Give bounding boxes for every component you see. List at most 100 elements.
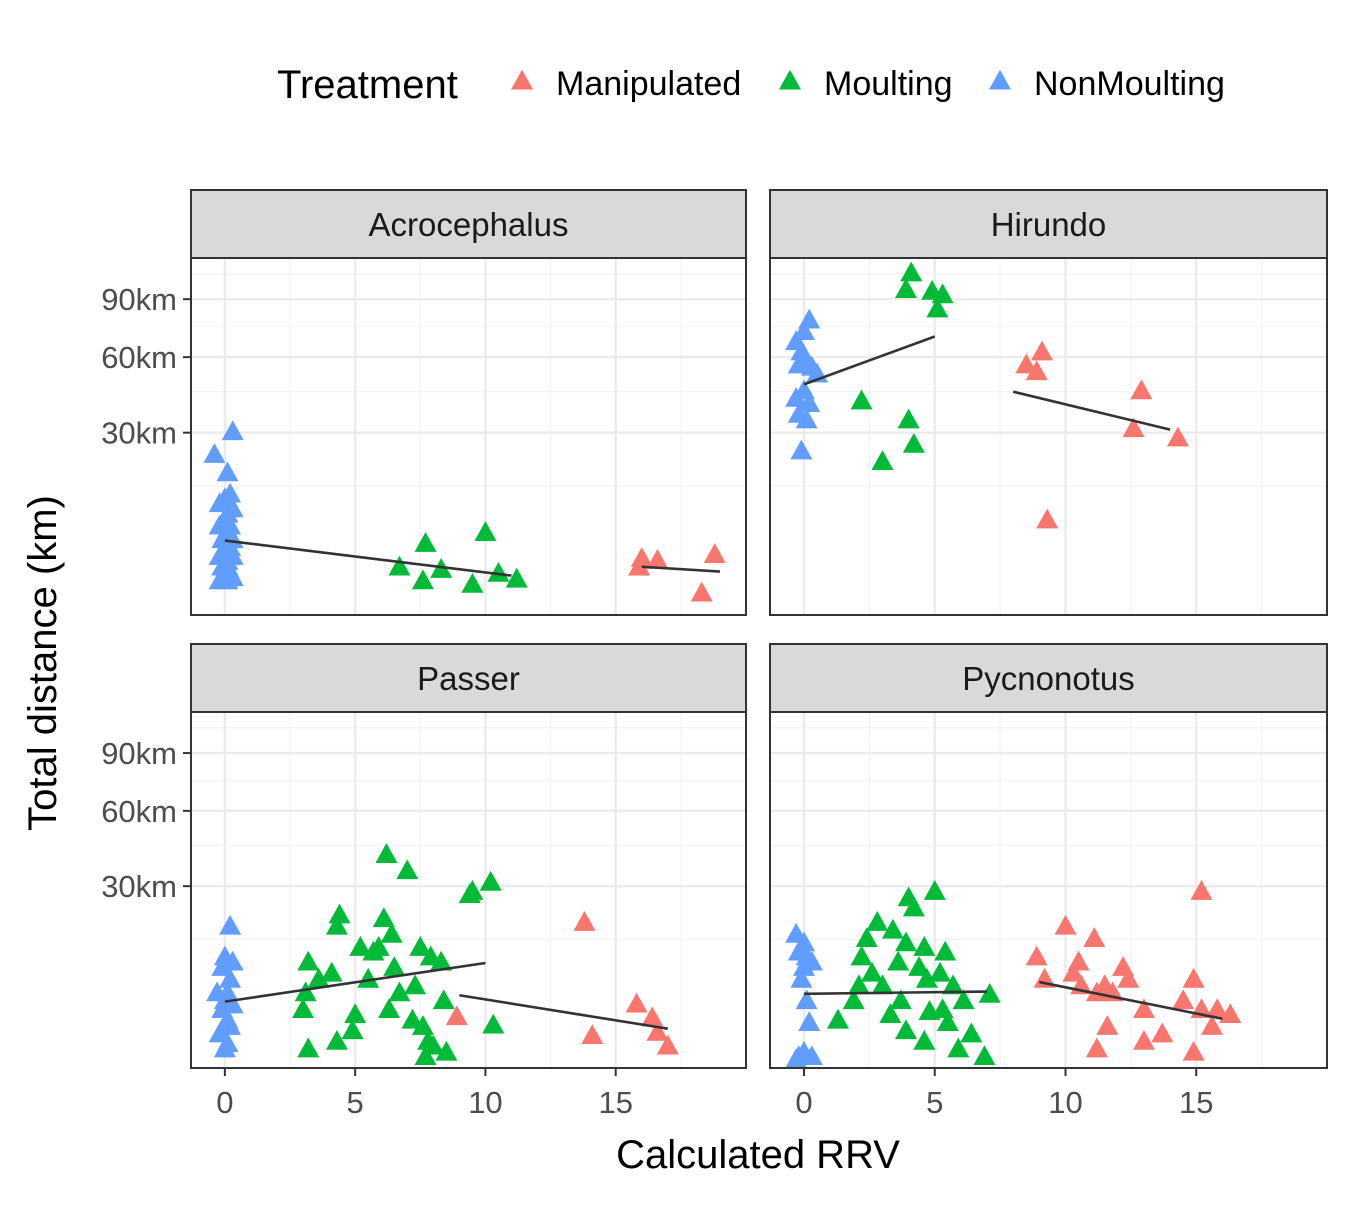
point-moulting — [887, 950, 910, 971]
legend-title: Treatment — [277, 63, 458, 107]
facet-strip — [190, 643, 747, 713]
trend-line — [803, 990, 988, 996]
point-manipulated — [1132, 1030, 1155, 1050]
point-moulting — [942, 974, 965, 995]
panel-background — [191, 258, 746, 615]
legend-key-triangle-icon — [511, 69, 533, 90]
panel-background — [770, 258, 1327, 615]
point-nonmoulting — [216, 550, 239, 570]
point-moulting — [842, 989, 865, 1010]
point-moulting — [357, 967, 380, 988]
facet-strip-label: Acrocephalus — [369, 206, 569, 243]
point-moulting — [847, 974, 870, 995]
point-moulting — [482, 1013, 505, 1034]
facet-strip-label: Passer — [417, 660, 520, 697]
point-moulting — [855, 927, 878, 947]
point-manipulated — [1166, 426, 1189, 447]
point-moulting — [401, 1008, 424, 1029]
panel-border — [190, 711, 747, 1069]
point-manipulated — [690, 581, 713, 602]
point-moulting — [297, 1037, 320, 1058]
point-manipulated — [1036, 508, 1059, 529]
data-points — [785, 261, 1189, 529]
legend-item-label: Moulting — [824, 65, 953, 103]
point-nonmoulting — [798, 392, 821, 412]
legend: Treatment Manipulated Moulting NonMoulting — [277, 63, 1225, 107]
legend-item-label: Manipulated — [556, 65, 741, 103]
point-moulting — [879, 1003, 902, 1024]
point-manipulated — [1130, 379, 1153, 400]
point-moulting — [960, 1022, 983, 1043]
point-moulting — [479, 870, 502, 891]
point-moulting — [866, 911, 889, 931]
point-moulting — [908, 956, 931, 976]
trend-lines — [803, 335, 1171, 431]
point-moulting — [487, 561, 510, 582]
point-nonmoulting — [785, 1048, 808, 1069]
y-tick-label: 30km — [101, 416, 177, 451]
point-moulting — [380, 922, 403, 943]
x-axis: 0 5 10 15 — [216, 1068, 633, 1120]
point-nonmoulting — [800, 1045, 823, 1066]
point-manipulated — [1182, 1040, 1205, 1061]
point-moulting — [973, 1045, 996, 1066]
point-moulting — [325, 914, 348, 935]
point-moulting — [826, 1008, 849, 1029]
legend-item-manipulated: Manipulated — [511, 65, 741, 103]
point-moulting — [435, 1040, 458, 1061]
x-tick-label: 5 — [347, 1085, 364, 1120]
y-axis: 30km 60km 90km — [101, 736, 191, 904]
point-manipulated — [573, 911, 596, 931]
point-moulting — [850, 389, 873, 410]
y-axis-label: Total distance (km) — [21, 495, 65, 831]
facet-strip-label: Hirundo — [991, 206, 1107, 243]
point-manipulated — [1025, 945, 1048, 966]
trend-lines — [224, 539, 721, 577]
point-manipulated — [1122, 417, 1145, 438]
legend-item-moulting: Moulting — [779, 65, 953, 103]
facet-strip — [769, 189, 1328, 259]
point-nonmoulting — [790, 439, 813, 460]
x-tick-label: 10 — [1048, 1085, 1082, 1120]
point-manipulated — [1096, 1015, 1119, 1035]
point-moulting — [328, 903, 351, 924]
point-moulting — [388, 981, 411, 1002]
point-moulting — [505, 567, 528, 588]
y-axis: 30km 60km 90km — [101, 282, 191, 451]
point-moulting — [388, 555, 411, 576]
axes: Calculated RRV Total distance (km) — [21, 495, 900, 1177]
point-moulting — [367, 936, 390, 956]
trend-lines — [803, 980, 1223, 1021]
point-nonmoulting — [211, 956, 234, 976]
legend-item-nonmoulting: NonMoulting — [989, 65, 1225, 103]
point-moulting — [897, 408, 920, 429]
point-manipulated — [1085, 981, 1108, 1002]
point-manipulated — [1172, 989, 1195, 1010]
trend-line — [224, 539, 512, 577]
point-moulting — [294, 981, 317, 1002]
point-moulting — [947, 1037, 970, 1058]
point-moulting — [902, 896, 925, 917]
point-nonmoulting — [787, 353, 810, 374]
trend-line — [1039, 980, 1223, 1021]
legend-key-triangle-icon — [779, 69, 801, 90]
point-moulting — [411, 1015, 434, 1035]
point-moulting — [378, 998, 401, 1019]
point-moulting — [461, 880, 484, 900]
y-tick-label: 90km — [101, 282, 177, 317]
point-manipulated — [1025, 360, 1048, 381]
grid-lines — [191, 258, 746, 615]
legend-key-triangle-icon — [989, 69, 1011, 90]
point-moulting — [881, 918, 904, 939]
facet-strip — [769, 643, 1328, 713]
point-moulting — [952, 989, 975, 1010]
point-manipulated — [1219, 1003, 1242, 1024]
legend-item-label: NonMoulting — [1034, 65, 1225, 103]
trend-line — [1012, 390, 1171, 431]
panels: Acrocephalus 30km 60km 90km Hirundo Passer 30k… — [101, 189, 1328, 1120]
point-moulting — [432, 989, 455, 1010]
point-moulting — [297, 950, 320, 971]
grid-lines — [770, 712, 1327, 1068]
point-nonmoulting — [221, 566, 244, 587]
